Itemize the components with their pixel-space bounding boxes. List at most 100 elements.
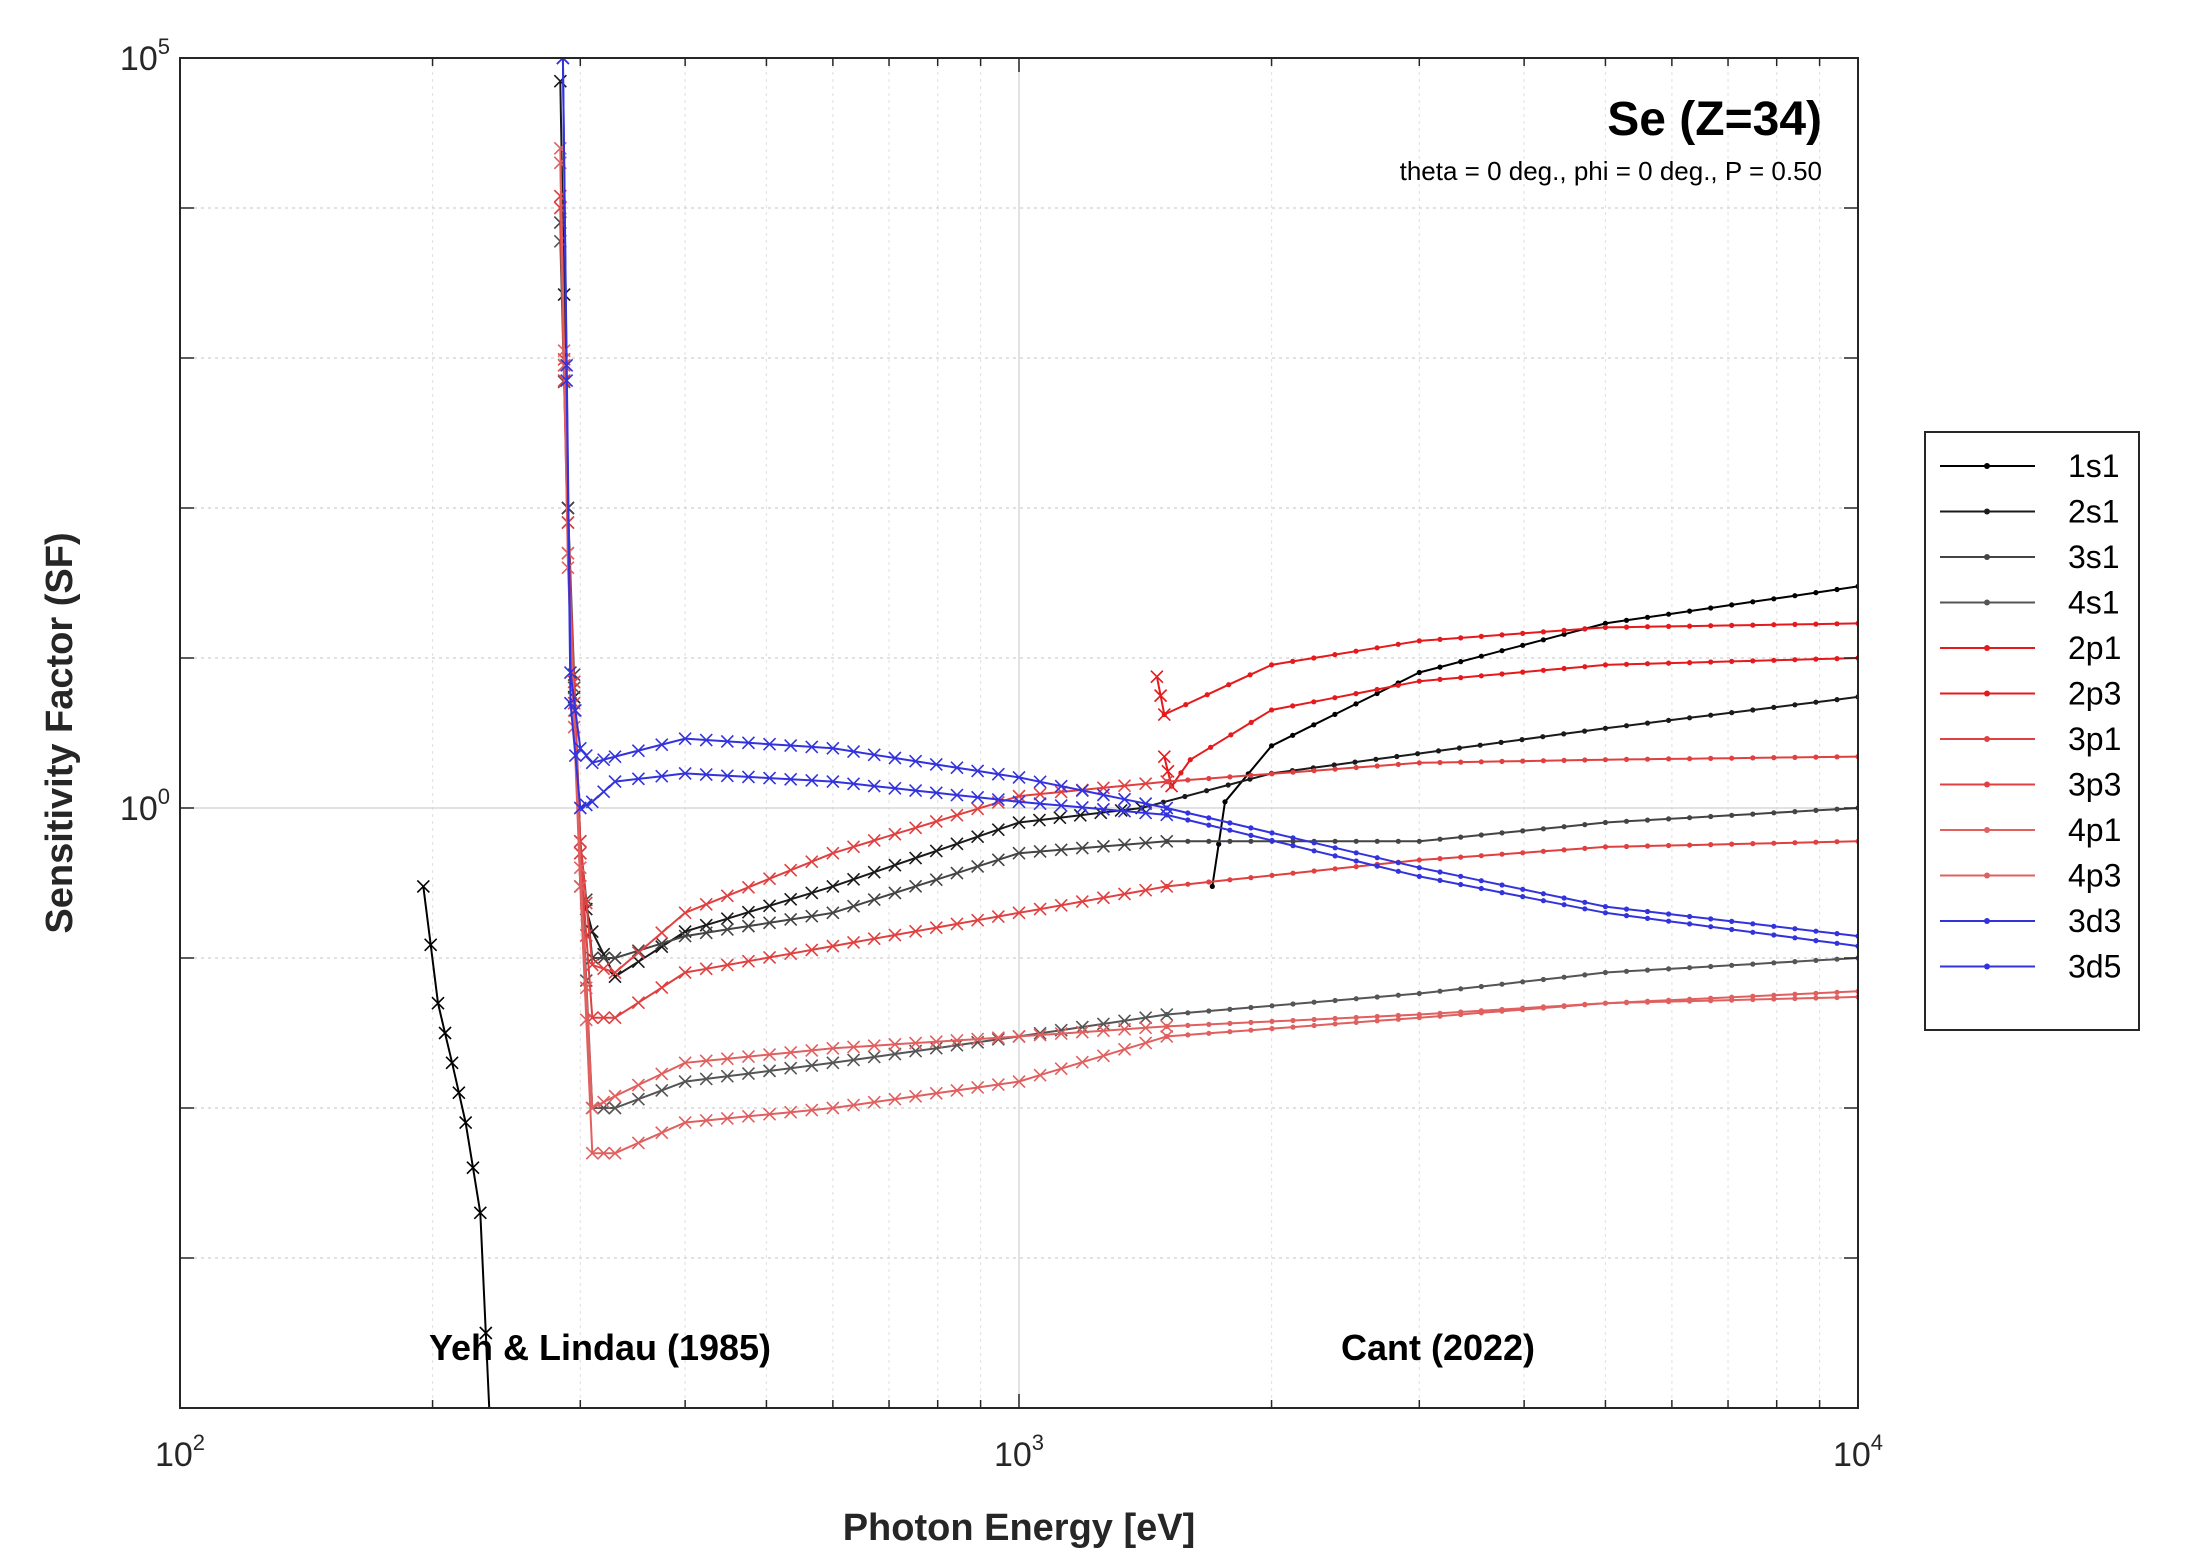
legend-swatch-marker: [1984, 781, 1990, 788]
series-4p1-cant-marker: [1164, 1033, 1170, 1039]
series-3s1-cant-marker: [1666, 816, 1672, 822]
series-2s1-yeh-marker: [1053, 811, 1067, 825]
x-tick-label: 103: [994, 1430, 1044, 1474]
series-4p1-yeh-marker: [805, 1103, 819, 1117]
series-4p3-cant-marker: [1395, 1012, 1401, 1019]
series-2p1-cant-marker: [1269, 707, 1275, 713]
legend-label: 4p1: [2068, 812, 2121, 848]
series-4p3-cant-marker: [1834, 994, 1840, 1001]
series-4s1-cant-marker: [1792, 959, 1798, 965]
series-3d5-cant-marker: [1290, 835, 1296, 841]
series-3p1-yeh-marker: [1012, 906, 1026, 920]
series-3d3-yeh-marker: [597, 785, 611, 799]
series-3p3-cant-marker: [1623, 756, 1630, 763]
series-2s1-yeh-marker: [557, 288, 571, 302]
series-3p3-cant-marker: [1290, 769, 1296, 775]
series-3p3-cant-marker: [1248, 772, 1254, 778]
series-3s1-cant-marker: [1561, 824, 1567, 830]
series-3p1-cant-marker: [1332, 866, 1338, 872]
series-3s1-cant-marker: [1374, 838, 1380, 844]
series-2s1-cant-marker: [1729, 710, 1735, 716]
series-1s1-yeh-marker: [445, 1056, 459, 1070]
series-2p1-cant-marker: [1458, 675, 1464, 681]
series-1s1: [416, 583, 1858, 1408]
series-3s1-yeh-marker: [1139, 836, 1153, 850]
series-3s1-yeh-marker: [846, 899, 861, 913]
series-3d5-cant-line: [1166, 807, 1858, 938]
series-3d5-cant-marker: [1540, 891, 1546, 897]
series-4p3-yeh-marker: [655, 1067, 669, 1081]
series-4p3-yeh-marker: [1033, 1028, 1047, 1042]
series-3s1-cant-marker: [1353, 838, 1359, 844]
series-3p1-cant-marker: [1771, 840, 1777, 846]
series-4p3-yeh-marker: [971, 1032, 985, 1046]
series-2s1-cant-marker: [1456, 745, 1462, 751]
series-3d5-yeh-marker: [655, 738, 669, 752]
series-3d3-cant-marker: [1185, 817, 1191, 823]
series-3d5-cant-marker: [1771, 923, 1777, 929]
series-2p1-cant-marker: [1248, 719, 1254, 726]
series-4s1-cant-line: [1166, 957, 1858, 1016]
series-3d3-cant-marker: [1540, 898, 1546, 904]
series-4p3-yeh-marker: [762, 1047, 777, 1062]
series-3d5-yeh-marker: [556, 58, 570, 65]
series-3p1-yeh-marker: [1117, 887, 1132, 901]
series-2s1-cant-marker: [1644, 720, 1651, 726]
legend-item-3d3: 3d3: [1940, 903, 2121, 939]
series-4p1-yeh-marker: [1054, 1062, 1068, 1076]
series-3p3-yeh-marker: [888, 827, 902, 841]
series-4p3-cant-marker: [1666, 999, 1672, 1005]
series-1s1-cant-marker: [1332, 711, 1338, 718]
series-4p1-yeh-marker: [678, 1115, 692, 1130]
series-3d3-yeh-marker: [762, 771, 777, 785]
series-3p3-yeh-marker: [699, 897, 713, 911]
series-3s1-yeh-marker: [971, 859, 985, 873]
series-3s1-yeh-marker: [909, 879, 923, 893]
series-3p3-cant-marker: [1332, 766, 1338, 772]
series-3p1-yeh-marker: [1096, 891, 1110, 905]
series-3p3-yeh-marker: [1117, 779, 1132, 793]
series-4p1-yeh-marker: [720, 1111, 734, 1125]
series-3s1-yeh-marker: [699, 926, 713, 940]
series-3p3-yeh-marker: [867, 833, 881, 848]
series-3s1: [553, 215, 1858, 965]
series-3d5: [556, 58, 1858, 939]
series-4p1-yeh-marker: [867, 1095, 881, 1109]
series-2p3-cant-marker: [1247, 672, 1253, 678]
series-1s1-cant-marker: [1834, 586, 1840, 593]
series-2p1-cant-marker: [1187, 757, 1193, 763]
series-2s1-yeh-marker: [1032, 813, 1046, 827]
series-3p3-yeh-marker: [762, 872, 777, 886]
series-3d5-cant-marker: [1520, 886, 1526, 892]
series-3p1-cant-marker: [1708, 842, 1714, 848]
series-2p3-cant-marker: [1520, 630, 1526, 637]
series-4p3-yeh-marker: [846, 1040, 861, 1054]
series-2s1-yeh-marker: [991, 823, 1005, 837]
series-4p1-yeh-marker: [1117, 1042, 1132, 1056]
legend-label: 4s1: [2068, 585, 2120, 621]
series-2p1-cant-marker: [1290, 703, 1296, 709]
series-4p3-cant-marker: [1458, 1009, 1464, 1015]
series-2p1-cant-marker: [1478, 673, 1484, 679]
legend-label: 4p3: [2068, 858, 2121, 894]
series-4p1-yeh-marker: [762, 1107, 777, 1121]
series-3d5-yeh-marker: [741, 736, 756, 750]
series-3p1-yeh-marker: [909, 924, 923, 938]
series-3d3-yeh-marker: [741, 770, 756, 784]
series-4p3-cant-marker: [1813, 995, 1819, 1001]
series-3p3-cant-marker: [1164, 779, 1170, 785]
series-4p1-yeh-marker: [950, 1083, 964, 1097]
series-4p3-cant-marker: [1499, 1006, 1505, 1013]
series-2s1-cant-marker: [1182, 793, 1188, 800]
series-3p1-yeh-marker: [888, 928, 902, 942]
series-1s1-cant-marker: [1216, 841, 1222, 847]
annotation-cant: Cant (2022): [1341, 1327, 1535, 1368]
series-3p3-cant-marker: [1644, 756, 1651, 762]
series-3d3-cant-marker: [1729, 926, 1735, 933]
series-4s1-cant-marker: [1290, 1001, 1296, 1007]
series-3p3-yeh-marker: [929, 814, 943, 829]
chart-subtitle: theta = 0 deg., phi = 0 deg., P = 0.50: [1400, 156, 1822, 186]
series-3s1-cant-marker: [1602, 819, 1608, 826]
series-3p3-cant-marker: [1499, 758, 1505, 765]
series-3p3-yeh-marker: [971, 802, 985, 816]
